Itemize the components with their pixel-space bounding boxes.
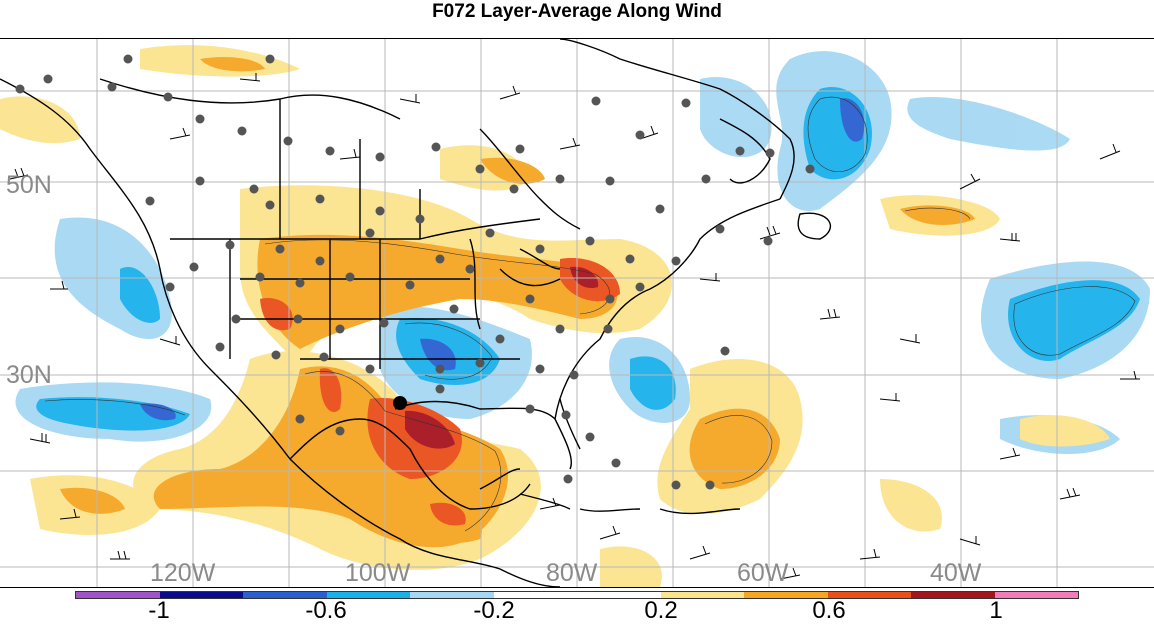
station-markers — [15, 54, 815, 490]
colorbar-segment-0 — [76, 592, 160, 598]
map-panel: 50N 30N 120W 100W 80W 60W 40W — [0, 38, 1154, 588]
colorbar-tick-1: 1 — [989, 597, 1003, 624]
colorbar-tick-neg-0-2: -0.2 — [473, 597, 515, 624]
lon-label-100w: 100W — [345, 559, 411, 587]
lon-label-120w: 120W — [150, 559, 216, 587]
colorbar-segment-10 — [911, 592, 995, 598]
colorbar-segment-5 — [493, 592, 577, 598]
colorbar-segment-11 — [994, 592, 1078, 598]
colorbar-tick-neg-0-6: -0.6 — [305, 597, 347, 624]
anomaly-fill-layer — [0, 45, 1150, 587]
colorbar-segment-7 — [660, 592, 744, 598]
graticule — [0, 39, 1154, 587]
coastlines-and-borders — [0, 39, 832, 587]
contour-lines — [44, 96, 1136, 532]
map-title: F072 Layer-Average Along Wind — [432, 1, 722, 22]
colorbar-tick-0-6: 0.6 — [812, 597, 846, 624]
colorbar-segment-1 — [159, 592, 243, 598]
colorbar-segment-2 — [243, 592, 327, 598]
lat-label-30n: 30N — [6, 361, 52, 389]
lon-label-40w: 40W — [930, 559, 982, 587]
colorbar-segment-6 — [577, 592, 661, 598]
colorbar-segment-3 — [326, 592, 410, 598]
colorbar-segment-9 — [827, 592, 911, 598]
wind-barbs — [9, 73, 1140, 580]
lon-label-60w: 60W — [737, 559, 789, 587]
map-canvas — [0, 39, 1154, 587]
colorbar-tick-neg-1: -1 — [148, 597, 170, 624]
colorbar-segment-8 — [744, 592, 828, 598]
colorbar — [75, 591, 1079, 599]
colorbar-tick-0-2: 0.2 — [644, 597, 678, 624]
lon-label-80w: 80W — [546, 559, 598, 587]
lat-label-50n: 50N — [6, 171, 52, 199]
colorbar-segment-4 — [410, 592, 494, 598]
